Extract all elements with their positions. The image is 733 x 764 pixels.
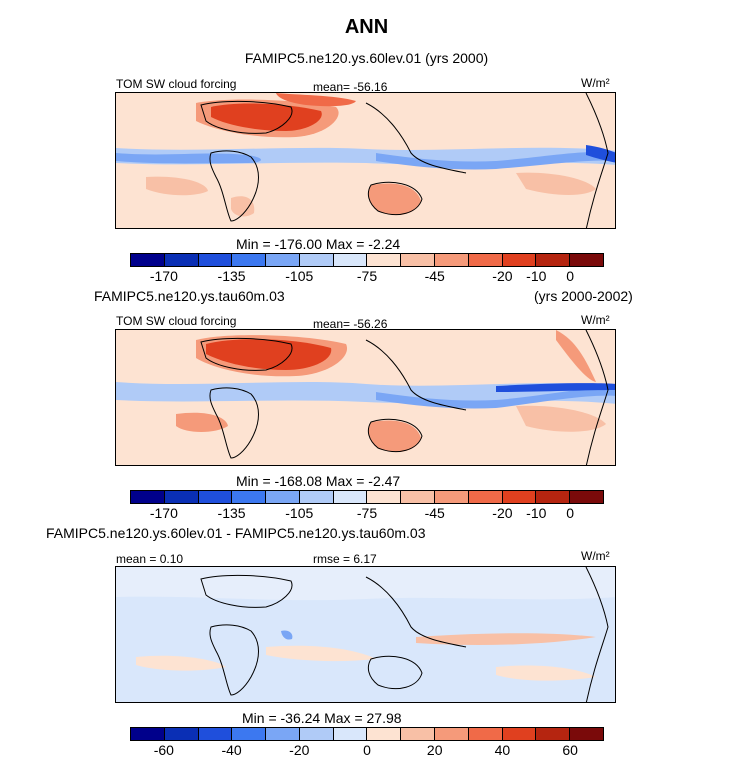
colorbar-swatch — [266, 728, 300, 740]
panel1-map — [115, 92, 616, 229]
colorbar-swatch — [468, 491, 503, 503]
panel3-colorbar — [130, 727, 604, 741]
colorbar-swatch — [266, 491, 300, 503]
panel3-rmse: rmse = 6.17 — [313, 552, 377, 566]
colorbar-swatch — [536, 728, 571, 740]
colorbar-swatch — [131, 728, 165, 740]
colorbar-tick-label: -105 — [285, 268, 314, 284]
colorbar-swatch — [401, 491, 436, 503]
panel2-years: (yrs 2000-2002) — [534, 288, 633, 304]
panel1-colorbar — [130, 253, 604, 267]
panel1-units: W/m² — [581, 76, 610, 90]
colorbar-swatch — [232, 491, 267, 503]
colorbar-swatch — [299, 254, 334, 266]
colorbar-tick-label: -170 — [149, 505, 178, 521]
panel2-case-title: FAMIPC5.ne120.ys.tau60m.03 — [94, 288, 285, 304]
colorbar-swatch — [232, 728, 267, 740]
colorbar-tick-label: 0 — [566, 505, 575, 521]
panel3-mean: mean = 0.10 — [116, 552, 184, 566]
panel3-map — [115, 566, 616, 703]
colorbar-tick-label: -105 — [285, 505, 314, 521]
colorbar-tick-label: -135 — [217, 505, 246, 521]
colorbar-tick-label: 0 — [363, 742, 371, 758]
colorbar-swatch — [232, 254, 267, 266]
colorbar-swatch — [367, 491, 402, 503]
colorbar-swatch — [536, 491, 571, 503]
panel2-variable-label: TOM SW cloud forcing — [116, 314, 237, 328]
colorbar-swatch — [435, 254, 469, 266]
colorbar-swatch — [164, 254, 199, 266]
panel1-variable-label: TOM SW cloud forcing — [116, 77, 237, 91]
panel2-map — [115, 329, 616, 466]
panel3-case-title: FAMIPC5.ne120.ys.60lev.01 - FAMIPC5.ne12… — [46, 525, 426, 541]
colorbar-swatch — [435, 491, 469, 503]
colorbar-swatch — [198, 254, 233, 266]
panel1-minmax: Min = -176.00 Max = -2.24 — [236, 236, 401, 252]
colorbar-tick-label: -40 — [221, 742, 242, 758]
colorbar-tick-label: -10 — [526, 505, 547, 521]
colorbar-swatch — [435, 728, 469, 740]
colorbar-swatch — [401, 728, 436, 740]
colorbar-swatch — [198, 491, 233, 503]
colorbar-swatch — [299, 491, 334, 503]
colorbar-swatch — [367, 254, 402, 266]
panel2-minmax: Min = -168.08 Max = -2.47 — [236, 473, 401, 489]
colorbar-tick-label: -75 — [356, 505, 378, 521]
colorbar-swatch — [367, 728, 402, 740]
colorbar-swatch — [333, 728, 368, 740]
panel1-case-title: FAMIPC5.ne120.ys.60lev.01 (yrs 2000) — [244, 50, 489, 66]
colorbar-tick-label: 40 — [494, 742, 511, 758]
colorbar-swatch — [164, 491, 199, 503]
colorbar-swatch — [198, 728, 233, 740]
colorbar-tick-label: -45 — [424, 505, 445, 521]
colorbar-swatch — [164, 728, 199, 740]
colorbar-tick-label: -20 — [492, 268, 513, 284]
colorbar-tick-label: 20 — [426, 742, 443, 758]
colorbar-swatch — [468, 728, 503, 740]
panel2-mean: mean= -56.26 — [313, 317, 388, 331]
colorbar-swatch — [502, 728, 537, 740]
colorbar-swatch — [570, 491, 603, 503]
colorbar-swatch — [570, 728, 603, 740]
colorbar-swatch — [401, 254, 436, 266]
colorbar-swatch — [468, 254, 503, 266]
colorbar-swatch — [266, 254, 300, 266]
colorbar-swatch — [333, 254, 368, 266]
colorbar-swatch — [131, 254, 165, 266]
colorbar-tick-label: -20 — [289, 742, 310, 758]
colorbar-tick-label: 60 — [562, 742, 578, 758]
colorbar-swatch — [131, 491, 165, 503]
colorbar-swatch — [299, 728, 334, 740]
colorbar-swatch — [502, 491, 537, 503]
colorbar-tick-label: -45 — [424, 268, 445, 284]
panel1-mean: mean= -56.16 — [313, 80, 388, 94]
colorbar-tick-label: -135 — [217, 268, 246, 284]
colorbar-swatch — [570, 254, 603, 266]
colorbar-tick-label: -10 — [526, 268, 547, 284]
colorbar-tick-label: -60 — [153, 742, 174, 758]
panel3-units: W/m² — [581, 549, 610, 563]
colorbar-tick-label: -75 — [356, 268, 378, 284]
panel3-minmax: Min = -36.24 Max = 27.98 — [242, 710, 402, 726]
panel2-units: W/m² — [581, 313, 610, 327]
colorbar-swatch — [502, 254, 537, 266]
colorbar-tick-label: 0 — [566, 268, 575, 284]
plot-title: ANN — [344, 16, 389, 38]
colorbar-swatch — [333, 491, 368, 503]
colorbar-swatch — [536, 254, 571, 266]
colorbar-tick-label: -170 — [149, 268, 178, 284]
colorbar-tick-label: -20 — [492, 505, 513, 521]
panel2-colorbar — [130, 490, 604, 504]
